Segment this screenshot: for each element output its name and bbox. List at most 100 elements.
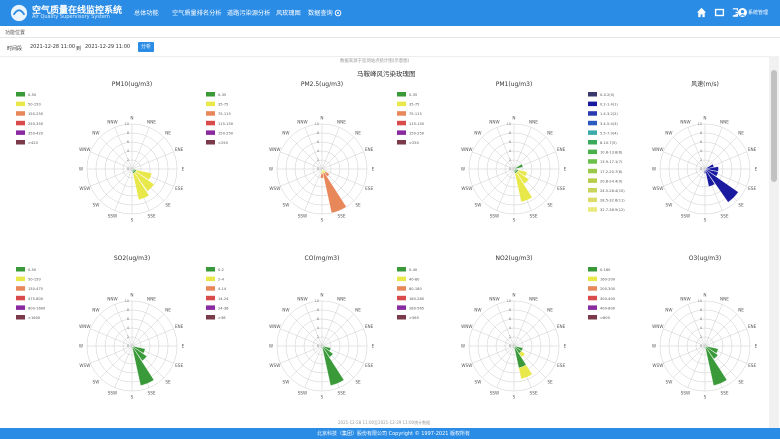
radial-tick-label: 8 xyxy=(700,131,702,135)
filter-bar: 时间段 2021-12-28 11:00 到 2021-12-29 11:00 xyxy=(0,39,780,55)
legend-label: 0.2-1.4(1) xyxy=(600,103,618,107)
nav-item-overall[interactable]: 总体功能 xyxy=(134,10,159,17)
legend-swatch xyxy=(206,120,215,126)
avatar[interactable] xyxy=(738,8,747,17)
direction-label: E xyxy=(182,167,185,172)
legend-swatch xyxy=(588,140,597,145)
nav-item-wind-rose[interactable]: 风玫瑰图 xyxy=(276,10,301,17)
legend-label: 0-40 xyxy=(409,268,418,272)
direction-label: W xyxy=(269,344,273,349)
gear-icon[interactable] xyxy=(334,9,342,17)
legend-label: 3.4-5.4(3) xyxy=(600,122,618,126)
grid-spoke xyxy=(496,304,515,347)
wind-rose-bar xyxy=(131,345,155,386)
legend-swatch xyxy=(397,111,406,116)
direction-label: SSW xyxy=(681,391,690,396)
radial-tick-label: 4 xyxy=(127,326,129,330)
chart-main-title: 马鞍峰风污染玫瑰图 xyxy=(357,70,416,78)
radial-tick-label: 10 xyxy=(698,122,702,126)
username[interactable]: 系统管理 xyxy=(748,10,769,16)
radial-tick-label: 8 xyxy=(700,308,702,312)
grid-spoke xyxy=(100,314,133,347)
radial-tick-label: 2 xyxy=(509,158,511,162)
direction-label: S xyxy=(704,218,707,223)
legend-label: 80-180 xyxy=(409,287,422,291)
legend-label: 35-75 xyxy=(409,103,419,107)
radial-tick-label: 8 xyxy=(509,131,511,135)
home-icon[interactable] xyxy=(696,7,707,18)
content-area xyxy=(0,56,769,428)
legend-swatch xyxy=(588,305,597,310)
direction-label: WNW xyxy=(461,147,472,152)
grid-spoke xyxy=(704,137,737,170)
direction-label: W xyxy=(79,167,83,172)
direction-label: N xyxy=(320,116,323,121)
radial-tick-label: 10 xyxy=(507,122,511,126)
grid-spoke xyxy=(321,304,340,347)
legend-label: >36 xyxy=(218,316,226,320)
direction-label: NNE xyxy=(147,296,156,301)
legend-swatch xyxy=(588,101,597,107)
grid-spoke xyxy=(131,304,150,347)
direction-label: NW xyxy=(474,307,481,312)
legend-swatch xyxy=(206,130,215,135)
footer: 北京科技（集团）股份有限公司 Copyright © 1997-2021 版权所… xyxy=(0,428,780,439)
chart-title: 风速(m/s) xyxy=(691,81,719,88)
legend-swatch xyxy=(588,120,597,126)
legend-swatch xyxy=(206,305,215,310)
grid-spoke xyxy=(663,345,706,364)
scrollbar[interactable] xyxy=(769,56,779,428)
direction-label: SSE xyxy=(338,214,346,219)
wind-rose-bar xyxy=(704,345,719,354)
legend-swatch xyxy=(206,111,215,116)
nav-item-ranking[interactable]: 空气质量排名分析 xyxy=(172,10,222,17)
direction-label: NW xyxy=(92,130,99,135)
end-time-input[interactable]: 2021-12-29 11:00 xyxy=(85,44,131,50)
nav-item-road-pollution[interactable]: 道路污染源分析 xyxy=(227,10,271,17)
legend-swatch xyxy=(588,178,597,183)
legend-label: 4-14 xyxy=(218,287,227,291)
legend-label: 150-250 xyxy=(218,131,234,135)
legend-swatch xyxy=(16,101,25,107)
legend-label: 115-150 xyxy=(218,122,234,126)
legend-label: >420 xyxy=(28,141,39,145)
wind-rose-bar xyxy=(131,345,147,361)
analyze-button[interactable]: 分析 xyxy=(138,42,154,52)
wind-rose-bar xyxy=(516,171,529,184)
direction-label: ENE xyxy=(365,324,374,329)
legend-swatch xyxy=(588,207,597,212)
direction-label: SW xyxy=(283,380,290,385)
direction-label: ENE xyxy=(748,147,757,152)
grid-spoke xyxy=(673,314,706,347)
direction-label: NNE xyxy=(337,296,346,301)
wind-rose-bar xyxy=(517,169,528,177)
direction-label: NE xyxy=(547,307,553,312)
grid-spoke xyxy=(513,328,556,347)
direction-label: SSW xyxy=(490,391,499,396)
legend-swatch xyxy=(588,276,597,282)
legend-label: 14-24 xyxy=(218,297,229,301)
legend-label: 10.8-13.8(6) xyxy=(600,151,623,155)
grid-spoke xyxy=(131,328,174,347)
fullscreen-icon[interactable] xyxy=(714,7,725,18)
radial-tick-label: 8 xyxy=(317,308,319,312)
scrollbar-thumb[interactable] xyxy=(771,70,777,182)
legend-label: 1.4-3.2(2) xyxy=(600,112,618,116)
grid-spoke xyxy=(280,345,323,364)
radial-tick-label: 4 xyxy=(127,149,129,153)
grid-spoke xyxy=(90,168,133,187)
radial-tick-label: 0 xyxy=(317,167,319,171)
direction-label: SW xyxy=(475,203,482,208)
wind-rose-bar xyxy=(704,168,719,177)
grid-spoke xyxy=(304,168,323,211)
direction-label: NNE xyxy=(529,119,538,124)
direction-label: NE xyxy=(547,130,553,135)
radial-tick-label: 0 xyxy=(509,344,511,348)
nav-item-data-query[interactable]: 数据查询 xyxy=(308,10,333,17)
legend-swatch xyxy=(588,111,597,116)
radial-tick-label: 8 xyxy=(127,131,129,135)
start-time-input[interactable]: 2021-12-28 11:00 xyxy=(30,44,76,50)
radial-tick-label: 10 xyxy=(315,122,319,126)
legend-label: 75-115 xyxy=(218,112,231,116)
legend-label: 0-160 xyxy=(600,268,611,272)
